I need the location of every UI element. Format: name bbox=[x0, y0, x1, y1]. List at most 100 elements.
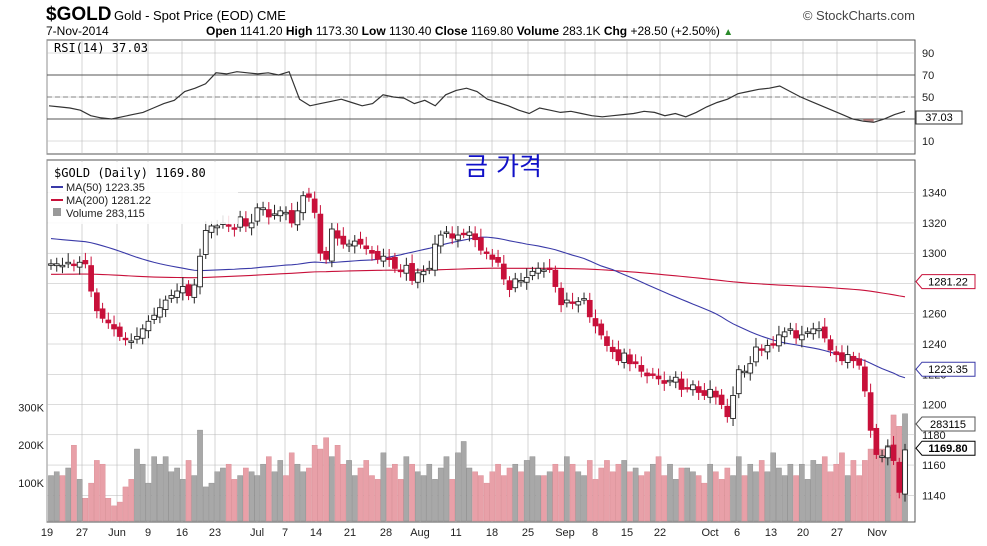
volume-bar bbox=[495, 463, 501, 522]
candle-body bbox=[328, 228, 335, 262]
volume-bar bbox=[443, 456, 450, 522]
rsi-tick-label: 10 bbox=[922, 136, 934, 148]
volume-bar bbox=[134, 448, 140, 522]
candle-body bbox=[478, 237, 484, 251]
volume-bar bbox=[65, 467, 71, 522]
x-tick-label: 27 bbox=[76, 527, 88, 539]
candle-body bbox=[94, 292, 100, 312]
volume-bar bbox=[483, 482, 490, 522]
volume-tick-label: 100K bbox=[18, 478, 44, 490]
chart-annotation: 금 가격 bbox=[465, 152, 542, 181]
candle-body bbox=[260, 207, 266, 211]
price-tick-label: 1140 bbox=[922, 490, 946, 502]
volume-bar bbox=[237, 475, 243, 522]
candle-body bbox=[306, 193, 312, 198]
ohlc-label: Open bbox=[206, 24, 237, 38]
volume-bar bbox=[598, 467, 605, 522]
volume-bar bbox=[500, 475, 507, 522]
candle-body bbox=[512, 278, 519, 289]
candle-body bbox=[432, 243, 438, 271]
x-tick-label: 25 bbox=[522, 527, 534, 539]
price-tick-label: 1160 bbox=[922, 460, 946, 472]
volume-bar bbox=[59, 475, 66, 522]
candle-body bbox=[185, 284, 192, 297]
volume-bar bbox=[386, 467, 392, 522]
candle-body bbox=[890, 444, 897, 461]
candle-body bbox=[730, 394, 736, 419]
volume-bar bbox=[575, 471, 582, 522]
candle-body bbox=[243, 218, 249, 227]
volume-bar bbox=[277, 460, 284, 522]
volume-bar bbox=[827, 471, 834, 522]
x-tick-label: 7 bbox=[282, 527, 288, 539]
volume-bar bbox=[535, 475, 541, 522]
candle-body bbox=[82, 260, 89, 265]
candle-body bbox=[793, 330, 799, 339]
candle-body bbox=[134, 335, 140, 340]
volume-bar bbox=[191, 475, 198, 522]
volume-bar bbox=[449, 479, 456, 522]
volume-bar bbox=[799, 463, 805, 522]
volume-bar bbox=[592, 479, 599, 522]
volume-bar bbox=[816, 463, 822, 522]
volume-bar bbox=[604, 460, 610, 522]
volume-bar bbox=[351, 475, 358, 522]
volume-bar bbox=[357, 467, 364, 522]
x-tick-label: 22 bbox=[654, 527, 666, 539]
volume-bar bbox=[94, 460, 100, 522]
ohlc-value: +28.50 (+2.50%) bbox=[627, 24, 724, 38]
candle-body bbox=[174, 290, 180, 298]
candle-body bbox=[197, 255, 203, 288]
volume-bar bbox=[667, 463, 673, 522]
candle-body bbox=[265, 209, 272, 218]
volume-bar bbox=[317, 448, 324, 522]
candle-body bbox=[414, 272, 421, 283]
price-tick-label: 1200 bbox=[922, 400, 946, 412]
candle-body bbox=[850, 355, 857, 362]
candle-body bbox=[735, 369, 742, 395]
candle-body bbox=[558, 287, 564, 306]
x-tick-label: Sep bbox=[555, 527, 575, 539]
candle-body bbox=[713, 390, 719, 398]
volume-bar bbox=[426, 463, 433, 522]
x-tick-label: 19 bbox=[41, 527, 53, 539]
volume-bar bbox=[374, 479, 381, 522]
x-tick-label: 20 bbox=[797, 527, 809, 539]
ohlc-value: 1169.80 bbox=[467, 24, 517, 38]
volume-bar bbox=[265, 456, 272, 522]
rsi-value-box bbox=[915, 110, 963, 125]
volume-bar bbox=[88, 482, 94, 522]
ohlc-label: Close bbox=[434, 24, 468, 38]
volume-bar bbox=[810, 460, 817, 522]
rsi-line bbox=[48, 70, 906, 123]
candle-body bbox=[59, 264, 66, 268]
volume-bar bbox=[661, 475, 668, 522]
price-tick-label: 1260 bbox=[922, 309, 946, 321]
candle-body bbox=[380, 255, 387, 262]
candle-body bbox=[443, 231, 450, 234]
candle-body bbox=[667, 379, 673, 383]
candle-body bbox=[105, 319, 112, 324]
volume-bar bbox=[879, 448, 885, 522]
candle-body bbox=[466, 231, 473, 236]
volume-bar bbox=[71, 445, 77, 522]
candle-body bbox=[162, 299, 169, 310]
candle-body bbox=[581, 298, 587, 301]
volume-bar bbox=[460, 441, 467, 522]
candle-body bbox=[884, 446, 891, 459]
volume-bar bbox=[735, 456, 742, 522]
candle-body bbox=[317, 213, 324, 254]
volume-bar bbox=[420, 475, 427, 522]
volume-bar bbox=[283, 475, 289, 522]
volume-bar bbox=[747, 463, 754, 522]
ohlc-label: High bbox=[285, 24, 313, 38]
candle-body bbox=[896, 461, 903, 493]
candle-body bbox=[357, 238, 364, 245]
close-value-box bbox=[915, 440, 976, 456]
candle-body bbox=[386, 257, 393, 261]
candle-body bbox=[701, 390, 708, 396]
volume-bar bbox=[174, 467, 180, 522]
candle-body bbox=[867, 392, 874, 431]
candle-body bbox=[586, 299, 593, 318]
